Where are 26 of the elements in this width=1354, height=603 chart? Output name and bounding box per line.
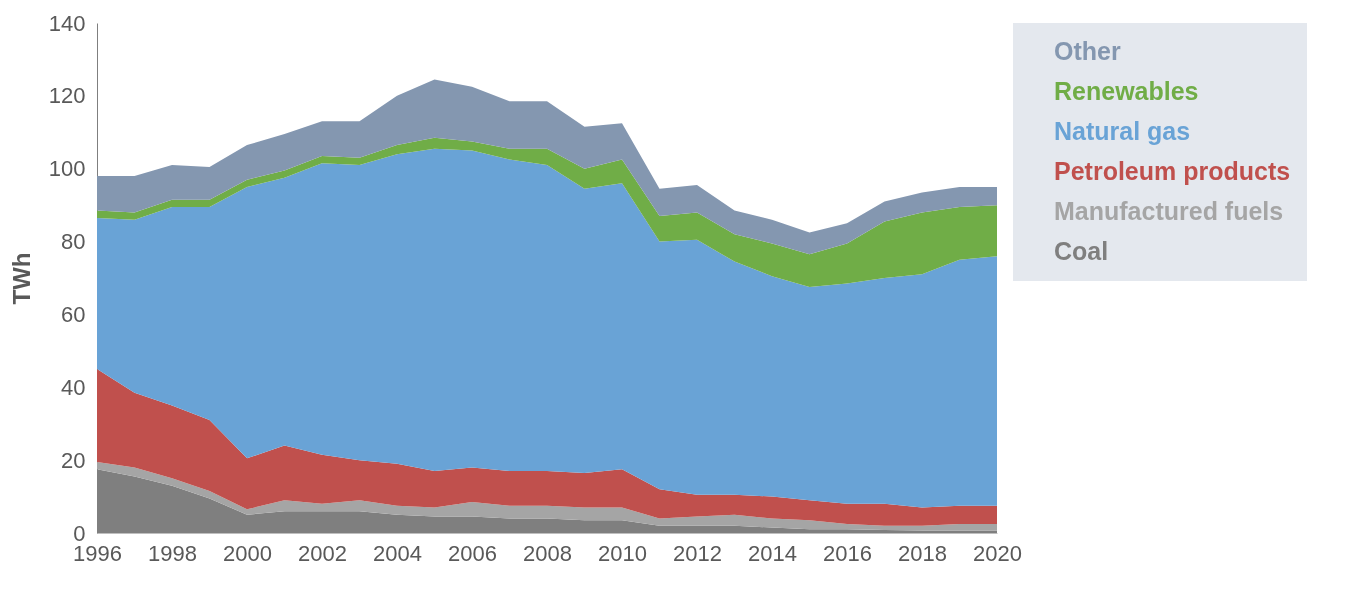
y-tick-label: 40	[61, 374, 86, 400]
x-tick-label: 1998	[148, 540, 197, 566]
text: Coal	[1054, 236, 1109, 265]
x-tick-label: 2020	[973, 540, 1022, 566]
y-tick-label: 80	[61, 229, 86, 255]
x-tick-label: 2008	[523, 540, 572, 566]
text: Other	[1054, 36, 1121, 65]
x-tick-label: 2016	[823, 540, 872, 566]
y-tick-label: 20	[61, 447, 86, 473]
text: Manufactured fuels	[1054, 196, 1284, 225]
text: Renewables	[1054, 76, 1199, 105]
x-tick-label: 2000	[223, 540, 272, 566]
x-tick-label: 2006	[448, 540, 497, 566]
x-tick-label: 2018	[898, 540, 947, 566]
y-axis-title: TWh	[7, 252, 35, 305]
y-tick-label: 120	[48, 83, 86, 109]
text: Petroleum products	[1054, 156, 1291, 185]
x-tick-label: 2002	[298, 540, 347, 566]
x-tick-label: 2004	[373, 540, 422, 566]
x-tick-label: 2012	[673, 540, 722, 566]
y-tick-label: 100	[48, 156, 86, 182]
x-tick-label: 2010	[598, 540, 647, 566]
x-tick-label: 2014	[748, 540, 797, 566]
y-tick-label: 60	[61, 301, 86, 327]
y-tick-label: 140	[48, 10, 86, 36]
text: Natural gas	[1054, 116, 1191, 145]
